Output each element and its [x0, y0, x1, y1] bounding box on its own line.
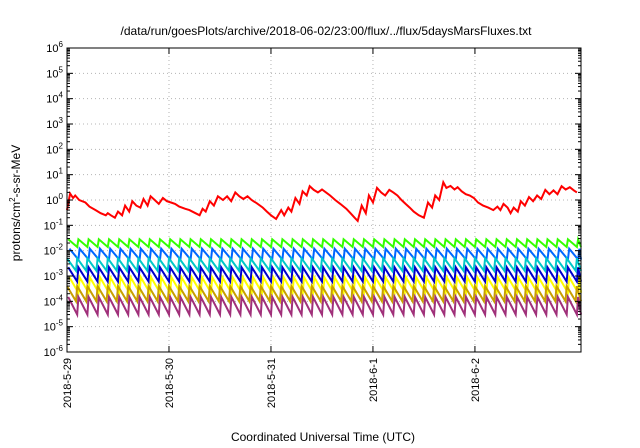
y-axis-label-base: protons/cm — [9, 202, 23, 261]
y-tick-label: 102 — [46, 141, 63, 156]
x-axis-label: Coordinated Universal Time (UTC) — [231, 430, 415, 444]
x-tick-label: 2018-6-1 — [368, 358, 380, 402]
y-tick-label: 10-3 — [44, 268, 64, 283]
y-axis-label-superscript: 2 — [8, 197, 17, 202]
x-tick-label: 2018-6-2 — [470, 358, 482, 402]
y-tick-label: 100 — [46, 192, 63, 207]
y-tick-label: 10-6 — [44, 344, 64, 359]
series-line-red — [66, 179, 578, 223]
data-series — [66, 179, 582, 319]
series-line-blue_light — [68, 246, 582, 262]
x-tick-label: 2018-5-29 — [62, 358, 74, 408]
x-tick-label: 2018-5-31 — [266, 358, 278, 408]
chart-title: /data/run/goesPlots/archive/2018-06-02/2… — [121, 24, 533, 38]
series-line-blue_dark — [67, 264, 582, 285]
y-tick-label: 10-5 — [44, 319, 64, 334]
y-tick-label: 101 — [46, 167, 63, 182]
y-axis-label-rest: -s-sr-MeV — [9, 145, 23, 198]
x-tick-label: 2018-5-30 — [164, 358, 176, 408]
y-axis-ticks: 10-6 10-5 10-4 10-3 10-2 10-1 100 101 102 103 104 1… — [44, 40, 581, 359]
y-tick-label: 105 — [46, 65, 63, 80]
series-line-tan — [66, 282, 582, 305]
y-tick-label: 10-4 — [44, 293, 64, 308]
y-tick-label: 103 — [46, 116, 63, 131]
y-tick-label: 106 — [46, 40, 63, 55]
y-tick-label: 10-1 — [44, 217, 64, 232]
x-axis-ticks: 2018-5-29 2018-5-30 2018-5-31 2018-6-1 2018-… — [62, 48, 482, 408]
y-axis-label: protons/cm2-s-sr-MeV — [8, 145, 23, 261]
y-tick-label: 10-2 — [44, 243, 64, 258]
series-line-green — [67, 235, 582, 249]
series-line-cyan — [66, 255, 582, 274]
y-tick-label: 104 — [46, 91, 63, 106]
series-line-magenta — [67, 293, 582, 319]
